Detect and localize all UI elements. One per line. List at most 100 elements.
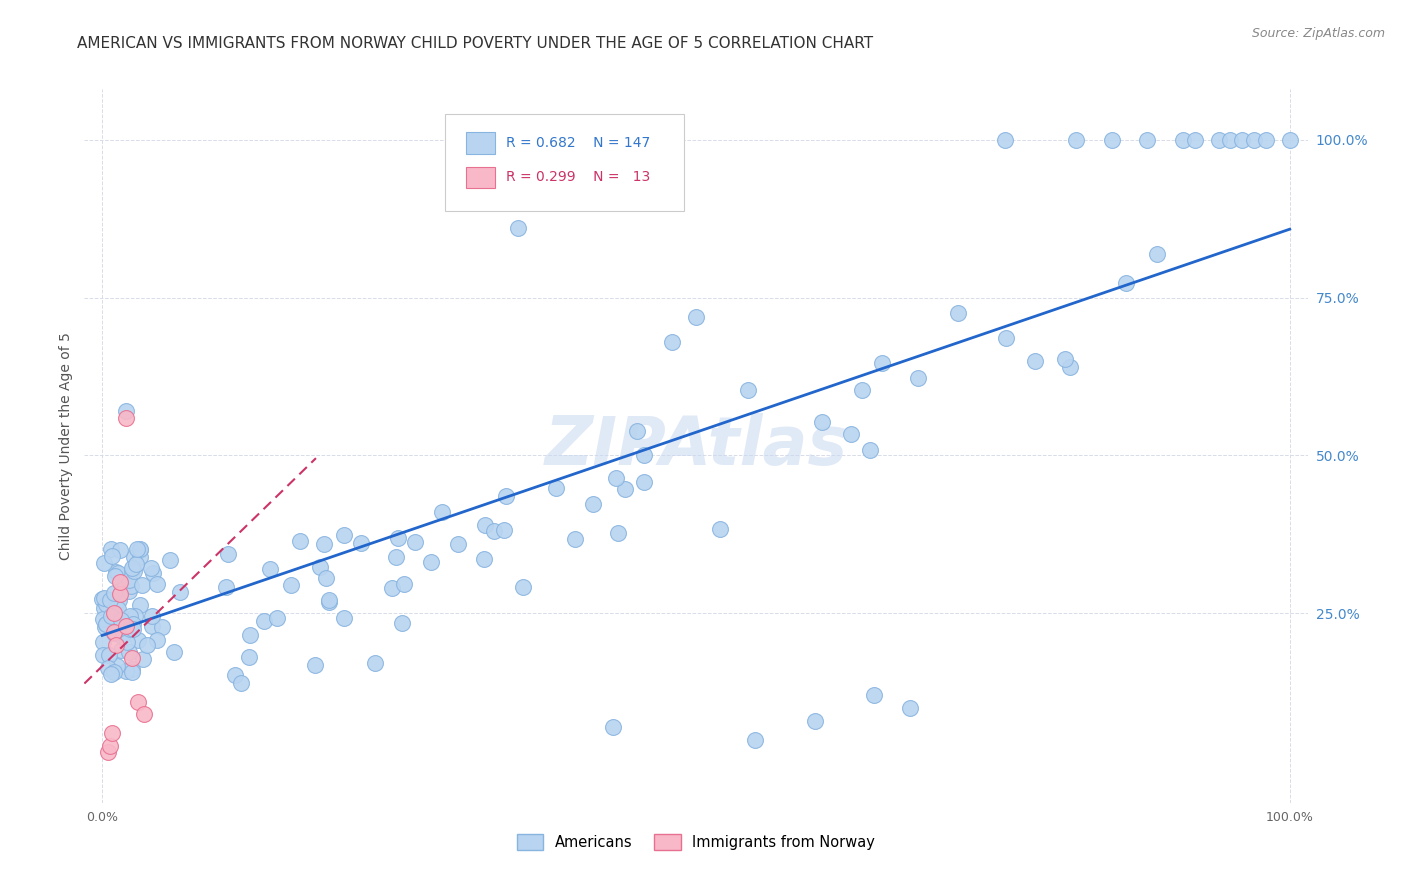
Point (141, 560, 163, 574)
Point (607, 525, 630, 540)
Point (103, 665, 125, 679)
Point (127, 632, 149, 647)
Point (128, 542, 150, 557)
Point (115, 664, 138, 678)
Point (1171, 133, 1194, 147)
Point (115, 635, 138, 649)
Point (93, 591, 115, 606)
Point (318, 595, 340, 609)
Point (602, 720, 624, 734)
FancyBboxPatch shape (446, 114, 683, 211)
Point (614, 482, 637, 496)
Point (259, 561, 281, 575)
Point (118, 608, 141, 623)
Point (122, 622, 145, 636)
Point (163, 645, 186, 659)
Point (103, 625, 125, 640)
Point (129, 542, 152, 557)
Point (108, 574, 131, 589)
Point (100, 726, 122, 740)
Point (1208, 133, 1230, 147)
Point (404, 535, 426, 549)
Point (633, 475, 655, 490)
Point (315, 571, 337, 585)
Text: ZIPAtlas: ZIPAtlas (544, 413, 848, 479)
Point (544, 481, 567, 495)
Point (127, 542, 149, 557)
Point (811, 415, 834, 429)
Point (215, 580, 238, 594)
Point (385, 549, 408, 564)
Point (229, 676, 252, 690)
Point (97, 661, 120, 675)
Point (118, 645, 141, 659)
Point (105, 638, 128, 652)
Point (1101, 133, 1123, 147)
Point (93, 648, 115, 663)
Point (103, 607, 125, 621)
Point (107, 602, 129, 616)
Point (120, 623, 142, 637)
Point (98, 593, 121, 607)
Point (1219, 133, 1241, 147)
Point (115, 404, 138, 418)
Point (122, 564, 145, 578)
Point (100, 549, 122, 563)
Point (364, 656, 387, 670)
Text: Source: ZipAtlas.com: Source: ZipAtlas.com (1251, 27, 1385, 40)
Point (288, 534, 311, 549)
Point (1115, 276, 1137, 290)
Point (111, 629, 134, 643)
Point (280, 578, 302, 592)
Point (125, 557, 148, 571)
Point (94, 616, 117, 631)
Point (564, 533, 586, 547)
Point (129, 549, 152, 564)
Point (120, 579, 142, 593)
Point (127, 695, 149, 709)
Point (238, 649, 260, 664)
Point (114, 577, 136, 591)
Point (482, 524, 505, 538)
Point (131, 652, 153, 666)
Point (121, 616, 143, 631)
Point (150, 620, 173, 634)
Point (391, 616, 413, 631)
Point (252, 614, 274, 628)
Point (1146, 247, 1168, 261)
Point (419, 554, 441, 568)
Point (859, 442, 882, 457)
Point (121, 665, 143, 679)
Point (839, 426, 862, 441)
Point (349, 535, 371, 549)
Point (122, 549, 145, 564)
Point (159, 552, 181, 566)
Point (474, 518, 496, 533)
Point (946, 306, 969, 320)
Point (381, 581, 404, 595)
Point (994, 133, 1017, 147)
Point (512, 580, 534, 594)
Point (633, 448, 655, 462)
Point (135, 638, 157, 652)
Point (1278, 133, 1301, 147)
Point (100, 608, 122, 623)
Point (494, 523, 516, 537)
Point (93, 600, 115, 615)
Point (1054, 351, 1077, 366)
Point (1024, 353, 1046, 368)
Point (110, 643, 132, 657)
Text: R = 0.682    N = 147: R = 0.682 N = 147 (506, 136, 651, 150)
Point (266, 611, 288, 625)
Point (803, 714, 825, 728)
Point (169, 585, 191, 599)
Point (995, 331, 1018, 345)
Point (1059, 359, 1081, 374)
Point (104, 565, 127, 579)
Point (582, 497, 605, 511)
Point (100, 542, 122, 557)
Point (1136, 133, 1159, 147)
Point (121, 561, 143, 575)
Point (110, 608, 132, 623)
Point (141, 608, 163, 623)
